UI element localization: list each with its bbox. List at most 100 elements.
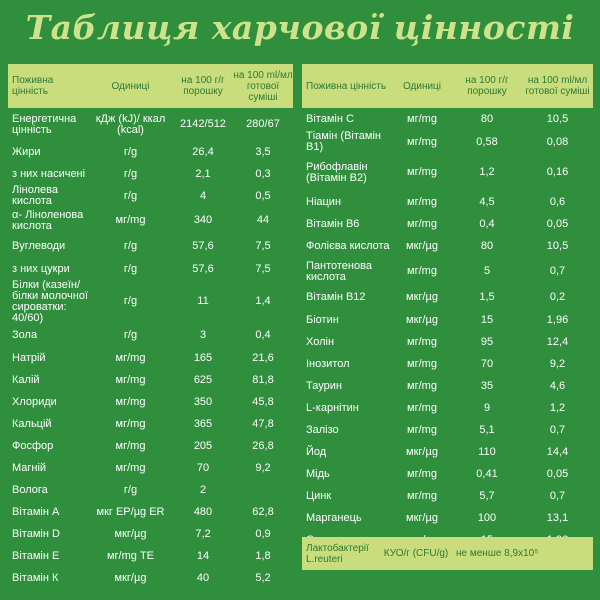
table-row: Залізо мг/mg 5,1 0,7 <box>302 419 593 441</box>
row-name: Залізо <box>306 423 339 436</box>
row-unit: мкг/µg <box>114 527 147 540</box>
row-name: Вітамін В6 <box>306 217 360 230</box>
table-row: Рибофлавін (Вітамін В2) мг/mg 1,2 0,16 <box>302 154 593 191</box>
row-name: Холін <box>306 335 335 348</box>
row-per100g: 165 <box>193 351 213 364</box>
row-name: Жири <box>12 145 41 158</box>
row-per100g: 57,6 <box>192 239 214 252</box>
table-row: Кальцій мг/mg 365 47,8 <box>8 413 293 435</box>
row-per100g: 15 <box>480 313 494 326</box>
row-per100ml: 5,2 <box>255 571 271 584</box>
row-per100ml: 0,7 <box>549 423 566 436</box>
row-per100g: 5 <box>483 265 491 277</box>
lacto-name: Лактобактерії L.reuteri <box>306 542 369 565</box>
row-unit: мг/mg <box>115 417 146 430</box>
row-name: Кальцій <box>12 417 52 430</box>
row-name: з них цукри <box>12 262 70 275</box>
row-per100ml: 1,2 <box>549 401 566 414</box>
row-per100ml: 62,8 <box>252 505 274 518</box>
row-unit: г/g <box>123 262 138 275</box>
right-table-header: Поживна цінність Одиниці на 100 г/г поро… <box>302 64 593 108</box>
row-per100ml: 0,6 <box>549 195 566 208</box>
row-name: Мідь <box>306 467 330 480</box>
row-name: Інозитол <box>306 357 350 370</box>
row-name: Таурин <box>306 379 342 392</box>
row-unit: мг/mg <box>115 439 146 452</box>
table-row: Йод мкг/µg 110 14,4 <box>302 441 593 463</box>
row-name: Вітамін Е <box>12 549 60 562</box>
row-name: Рибофлавін (Вітамін В2) <box>306 160 368 184</box>
row-per100g: 4,5 <box>479 195 495 208</box>
row-name: L-карнітин <box>306 401 359 414</box>
row-per100g: 0,58 <box>476 135 498 148</box>
row-per100ml: 0,3 <box>255 167 271 180</box>
header-unit: Одиниці <box>402 80 442 92</box>
left-nutrition-table: Поживна цінність Одиниці на 100 г/г поро… <box>8 64 293 589</box>
table-row: Вітамін В12 мкг/µg 1,5 0,2 <box>302 286 593 309</box>
row-per100ml: 9,2 <box>549 357 566 370</box>
row-name: Йод <box>306 445 327 458</box>
row-per100ml: 4,6 <box>549 379 566 392</box>
row-name: Цинк <box>306 489 332 502</box>
row-unit: мг/mg <box>407 217 437 230</box>
row-per100ml: 0,05 <box>546 217 569 230</box>
row-unit: мг/mg <box>407 195 437 208</box>
row-name: Вітамін К <box>12 571 59 584</box>
table-row: з них насичені г/g 2,1 0,3 <box>8 163 293 185</box>
left-table-header: Поживна цінність Одиниці на 100 г/г поро… <box>8 64 293 108</box>
table-row: Біотин мкг/µg 15 1,96 <box>302 309 593 331</box>
row-per100ml: 47,8 <box>252 417 274 430</box>
lacto-value: не менше 8,9x10⁵ <box>456 548 539 559</box>
header-per100ml: на 100 ml/мл готової суміші <box>525 75 590 97</box>
row-per100g: 1,5 <box>479 291 495 303</box>
table-row: Холін мг/mg 95 12,4 <box>302 331 593 353</box>
row-per100g: 9 <box>483 401 491 414</box>
row-per100ml: 10,5 <box>546 239 569 252</box>
row-name: Марганець <box>306 511 362 524</box>
row-unit: г/g <box>123 189 138 202</box>
row-unit: мг/mg <box>407 423 437 436</box>
row-per100ml: 7,5 <box>255 239 271 252</box>
header-name: Поживна цінність <box>12 75 54 97</box>
row-unit: мкг/µg <box>114 571 147 584</box>
row-per100ml: 0,7 <box>549 265 566 277</box>
table-row: Інозитол мг/mg 70 9,2 <box>302 353 593 375</box>
row-per100ml: 9,2 <box>255 461 271 474</box>
row-name: Натрій <box>12 351 46 364</box>
row-unit: мг/mg <box>407 489 437 502</box>
row-name: Вітамін В12 <box>306 291 366 303</box>
row-per100g: 3 <box>199 328 207 341</box>
table-row: Вітамін D мкг/µg 7,2 0,9 <box>8 523 293 545</box>
row-unit: мкг/µg <box>406 445 438 458</box>
row-per100g: 57,6 <box>192 262 214 275</box>
row-unit: мг/mg <box>407 135 437 148</box>
row-per100ml: 0,2 <box>549 291 566 303</box>
table-row: Фолієва кислота мкг/µg 80 10,5 <box>302 235 593 257</box>
row-unit: г/g <box>123 167 138 180</box>
row-unit: мкг/µg <box>406 511 438 524</box>
row-name: Білки (казеїн/білки молочної сироватки: … <box>12 278 89 324</box>
row-per100ml: 14,4 <box>546 445 569 458</box>
row-per100g: 350 <box>193 395 213 408</box>
header-name: Поживна цінність <box>306 80 387 92</box>
row-unit: мг/mg <box>115 461 146 474</box>
row-name: Фолієва кислота <box>306 239 390 252</box>
row-per100ml: 26,8 <box>252 439 274 452</box>
row-per100ml: 0,7 <box>549 489 566 502</box>
row-per100g: 26,4 <box>192 145 214 158</box>
row-unit: мг/mg <box>407 357 437 370</box>
row-per100ml: 44 <box>256 214 270 226</box>
row-unit: мкг ЕР/µg ER <box>96 505 165 518</box>
row-unit: мг/mg <box>407 112 437 125</box>
header-per100g: на 100 г/г порошку <box>465 75 509 97</box>
table-row: Ніацин мг/mg 4,5 0,6 <box>302 191 593 213</box>
row-per100g: 480 <box>193 505 213 518</box>
row-per100ml: 13,1 <box>546 511 569 524</box>
row-name: Ніацин <box>306 195 342 208</box>
row-per100g: 1,2 <box>479 166 495 178</box>
row-per100g: 5,1 <box>479 423 495 436</box>
row-per100ml: 0,5 <box>255 189 271 202</box>
row-name: Вітамін А <box>12 505 60 518</box>
row-per100g: 95 <box>480 335 494 348</box>
row-unit: мг/mg <box>407 335 437 348</box>
